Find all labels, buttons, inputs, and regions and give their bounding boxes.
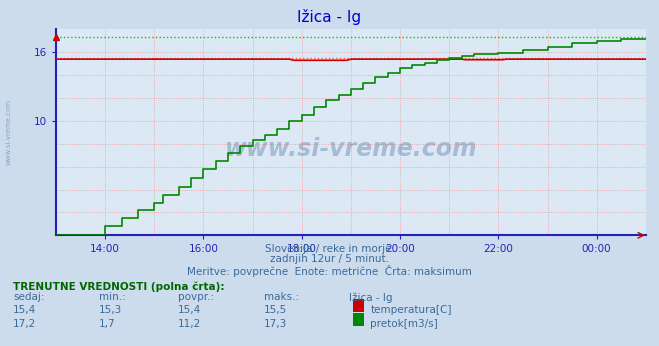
Text: temperatura[C]: temperatura[C] [370,305,452,315]
Text: TRENUTNE VREDNOSTI (polna črta):: TRENUTNE VREDNOSTI (polna črta): [13,282,225,292]
Text: maks.:: maks.: [264,292,299,302]
Text: sedaj:: sedaj: [13,292,45,302]
Text: www.si-vreme.com: www.si-vreme.com [225,137,477,161]
Text: 15,4: 15,4 [13,305,36,315]
Text: Slovenija / reke in morje.: Slovenija / reke in morje. [264,244,395,254]
Text: 15,4: 15,4 [178,305,201,315]
Text: 17,2: 17,2 [13,319,36,329]
Text: povpr.:: povpr.: [178,292,214,302]
Text: www.si-vreme.com: www.si-vreme.com [5,98,11,165]
Text: Ižica - Ig: Ižica - Ig [297,9,362,25]
Text: zadnjih 12ur / 5 minut.: zadnjih 12ur / 5 minut. [270,254,389,264]
Text: 1,7: 1,7 [99,319,115,329]
Text: 11,2: 11,2 [178,319,201,329]
Text: min.:: min.: [99,292,126,302]
Text: 17,3: 17,3 [264,319,287,329]
Text: Meritve: povprečne  Enote: metrične  Črta: maksimum: Meritve: povprečne Enote: metrične Črta:… [187,265,472,277]
Text: 15,3: 15,3 [99,305,122,315]
Text: Ižica - Ig: Ižica - Ig [349,292,393,303]
Text: pretok[m3/s]: pretok[m3/s] [370,319,438,329]
Text: 15,5: 15,5 [264,305,287,315]
